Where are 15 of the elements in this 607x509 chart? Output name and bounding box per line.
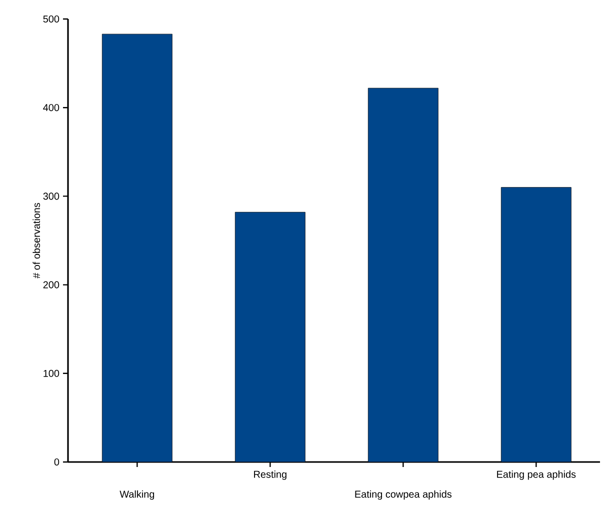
- x-tick-label: Resting: [254, 470, 286, 480]
- y-tick-label: 0: [54, 458, 60, 466]
- y-tick-label: 500: [43, 15, 60, 23]
- bar: [102, 34, 172, 462]
- y-tick-label: 300: [43, 192, 60, 200]
- bar: [368, 88, 438, 462]
- x-tick-label: Eating pea aphids: [497, 470, 576, 480]
- y-tick-label: 100: [44, 370, 60, 377]
- y-axis-title: # of observations: [32, 202, 40, 278]
- y-tick-label: 400: [43, 104, 60, 112]
- x-tick-label: Walking: [120, 490, 154, 500]
- y-tick-label: 200: [43, 281, 60, 288]
- x-tick-label: Eating cowpea aphids: [355, 490, 452, 500]
- bar: [500, 187, 572, 462]
- bar: [234, 212, 306, 462]
